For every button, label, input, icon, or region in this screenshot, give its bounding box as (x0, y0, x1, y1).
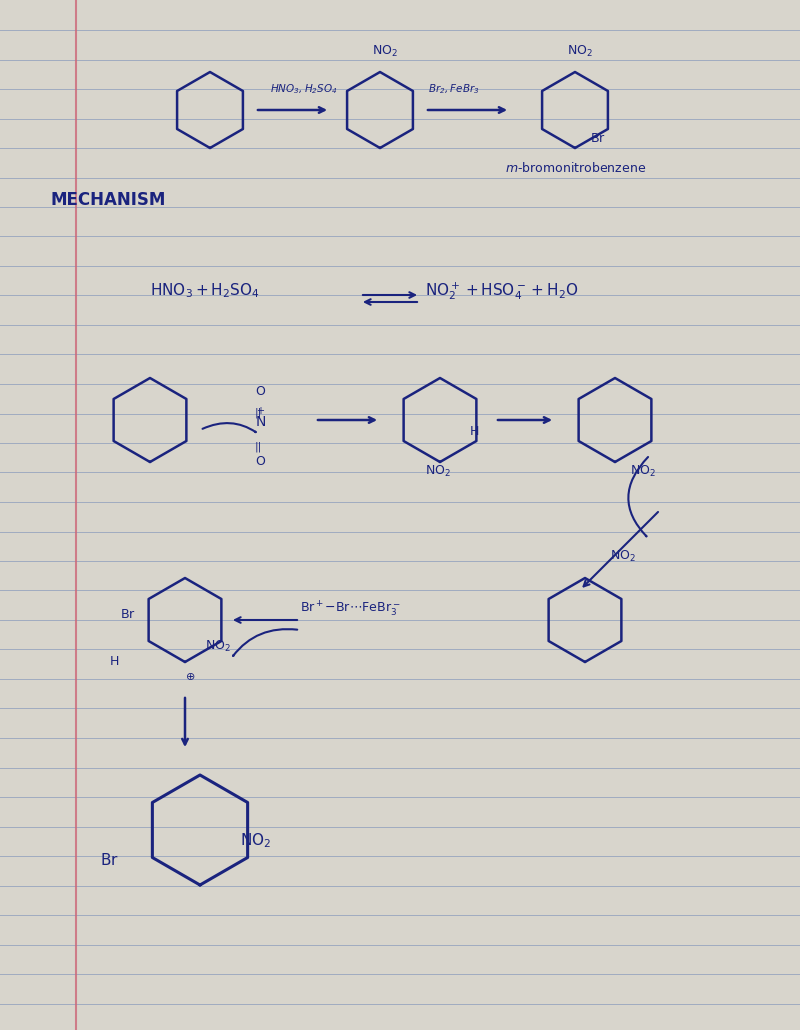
Text: H: H (470, 425, 479, 438)
Text: $\mathregular{NO_2}$: $\mathregular{NO_2}$ (567, 44, 593, 59)
Text: $\mathregular{NO_2}$: $\mathregular{NO_2}$ (240, 831, 271, 850)
Text: ||: || (255, 442, 262, 452)
Text: $\mathregular{Br}$: $\mathregular{Br}$ (590, 132, 606, 145)
Text: $\mathregular{NO_2^+ + HSO_4^- + H_2O}$: $\mathregular{NO_2^+ + HSO_4^- + H_2O}$ (425, 280, 578, 302)
FancyArrowPatch shape (233, 629, 298, 656)
Text: $\mathregular{HNO_3 + H_2SO_4}$: $\mathregular{HNO_3 + H_2SO_4}$ (150, 281, 260, 300)
Text: $\mathregular{NO_2}$: $\mathregular{NO_2}$ (610, 549, 636, 564)
FancyArrowPatch shape (202, 423, 256, 433)
Text: $\mathregular{Br}$: $\mathregular{Br}$ (100, 852, 118, 868)
Text: $\mathregular{NO_2}$: $\mathregular{NO_2}$ (372, 44, 398, 59)
Text: $\mathregular{NO_2}$: $\mathregular{NO_2}$ (630, 464, 656, 479)
Text: $\mathregular{NO_2}$: $\mathregular{NO_2}$ (205, 639, 231, 654)
Text: MECHANISM: MECHANISM (50, 191, 166, 209)
Text: $\mathregular{Br^+{-}Br{\cdots}FeBr_3^-}$: $\mathregular{Br^+{-}Br{\cdots}FeBr_3^-}… (300, 599, 401, 618)
FancyArrowPatch shape (628, 457, 648, 537)
Text: $\mathit{m}$-bromonitrobenzene: $\mathit{m}$-bromonitrobenzene (505, 161, 646, 175)
Text: O: O (255, 455, 265, 468)
Text: O: O (255, 385, 265, 398)
Text: $\mathregular{Br}$: $\mathregular{Br}$ (120, 608, 136, 621)
Text: $\mathregular{\overset{+}{N}}$: $\mathregular{\overset{+}{N}}$ (255, 406, 266, 430)
Text: $\mathregular{Br_2, FeBr_3}$: $\mathregular{Br_2, FeBr_3}$ (428, 82, 480, 96)
Text: $\mathregular{\oplus}$: $\mathregular{\oplus}$ (185, 671, 195, 682)
Text: ||: || (255, 407, 262, 417)
Text: $\mathregular{NO_2}$: $\mathregular{NO_2}$ (425, 464, 451, 479)
Text: H: H (110, 655, 119, 668)
Text: $\mathregular{HNO_3, H_2SO_4}$: $\mathregular{HNO_3, H_2SO_4}$ (270, 82, 338, 96)
